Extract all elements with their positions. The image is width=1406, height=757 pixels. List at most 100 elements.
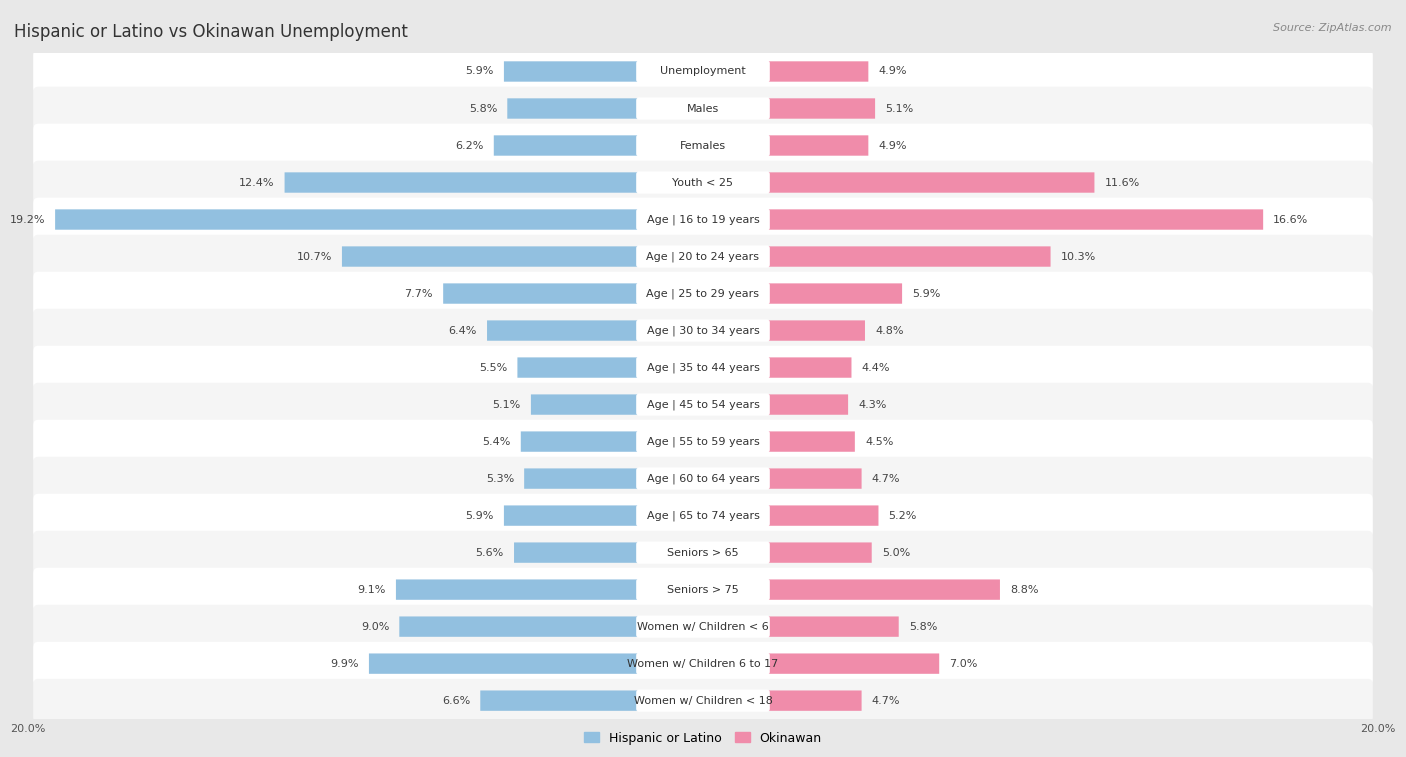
Text: 7.0%: 7.0% (949, 659, 977, 668)
FancyBboxPatch shape (503, 506, 703, 526)
Text: Hispanic or Latino vs Okinawan Unemployment: Hispanic or Latino vs Okinawan Unemploym… (14, 23, 408, 41)
FancyBboxPatch shape (636, 357, 770, 378)
Text: Age | 65 to 74 years: Age | 65 to 74 years (647, 510, 759, 521)
Text: Unemployment: Unemployment (661, 67, 745, 76)
Text: Age | 25 to 29 years: Age | 25 to 29 years (647, 288, 759, 299)
Legend: Hispanic or Latino, Okinawan: Hispanic or Latino, Okinawan (579, 727, 827, 749)
Text: 5.5%: 5.5% (479, 363, 508, 372)
FancyBboxPatch shape (520, 431, 703, 452)
FancyBboxPatch shape (34, 309, 1372, 353)
FancyBboxPatch shape (636, 690, 770, 712)
Text: 10.7%: 10.7% (297, 251, 332, 261)
Text: 5.1%: 5.1% (886, 104, 914, 114)
Text: 12.4%: 12.4% (239, 178, 274, 188)
FancyBboxPatch shape (34, 642, 1372, 686)
Text: 6.2%: 6.2% (456, 141, 484, 151)
Text: 6.6%: 6.6% (441, 696, 470, 706)
Text: Males: Males (688, 104, 718, 114)
Text: Women w/ Children < 6: Women w/ Children < 6 (637, 621, 769, 631)
FancyBboxPatch shape (508, 98, 703, 119)
Text: 16.6%: 16.6% (1274, 214, 1309, 225)
Text: 9.1%: 9.1% (357, 584, 385, 594)
FancyBboxPatch shape (636, 245, 770, 268)
Text: Age | 35 to 44 years: Age | 35 to 44 years (647, 363, 759, 372)
Text: Females: Females (681, 141, 725, 151)
FancyBboxPatch shape (34, 605, 1372, 649)
FancyBboxPatch shape (703, 357, 852, 378)
Text: Age | 55 to 59 years: Age | 55 to 59 years (647, 436, 759, 447)
Text: 5.9%: 5.9% (912, 288, 941, 298)
FancyBboxPatch shape (703, 616, 898, 637)
FancyBboxPatch shape (481, 690, 703, 711)
Text: Age | 20 to 24 years: Age | 20 to 24 years (647, 251, 759, 262)
Text: 5.2%: 5.2% (889, 511, 917, 521)
FancyBboxPatch shape (703, 579, 1000, 600)
FancyBboxPatch shape (703, 246, 1050, 266)
FancyBboxPatch shape (636, 171, 770, 194)
FancyBboxPatch shape (399, 616, 703, 637)
FancyBboxPatch shape (636, 282, 770, 304)
FancyBboxPatch shape (342, 246, 703, 266)
FancyBboxPatch shape (517, 357, 703, 378)
Text: 4.4%: 4.4% (862, 363, 890, 372)
FancyBboxPatch shape (34, 456, 1372, 500)
FancyBboxPatch shape (524, 469, 703, 489)
FancyBboxPatch shape (284, 173, 703, 193)
FancyBboxPatch shape (636, 135, 770, 157)
FancyBboxPatch shape (636, 98, 770, 120)
Text: 19.2%: 19.2% (10, 214, 45, 225)
FancyBboxPatch shape (396, 579, 703, 600)
FancyBboxPatch shape (703, 173, 1094, 193)
Text: 4.9%: 4.9% (879, 141, 907, 151)
FancyBboxPatch shape (503, 61, 703, 82)
FancyBboxPatch shape (494, 136, 703, 156)
FancyBboxPatch shape (515, 543, 703, 562)
Text: 5.3%: 5.3% (486, 474, 515, 484)
FancyBboxPatch shape (34, 50, 1372, 93)
Text: Age | 60 to 64 years: Age | 60 to 64 years (647, 473, 759, 484)
FancyBboxPatch shape (703, 283, 903, 304)
FancyBboxPatch shape (34, 419, 1372, 463)
Text: 10.3%: 10.3% (1060, 251, 1095, 261)
Text: Age | 45 to 54 years: Age | 45 to 54 years (647, 400, 759, 410)
Text: 9.9%: 9.9% (330, 659, 359, 668)
FancyBboxPatch shape (636, 394, 770, 416)
FancyBboxPatch shape (636, 541, 770, 564)
FancyBboxPatch shape (34, 568, 1372, 612)
FancyBboxPatch shape (55, 210, 703, 229)
FancyBboxPatch shape (34, 198, 1372, 241)
Text: Source: ZipAtlas.com: Source: ZipAtlas.com (1274, 23, 1392, 33)
Text: 5.1%: 5.1% (492, 400, 520, 410)
Text: Youth < 25: Youth < 25 (672, 178, 734, 188)
Text: 5.0%: 5.0% (882, 547, 910, 558)
Text: 5.4%: 5.4% (482, 437, 510, 447)
Text: Seniors > 75: Seniors > 75 (666, 584, 740, 594)
FancyBboxPatch shape (703, 136, 869, 156)
FancyBboxPatch shape (486, 320, 703, 341)
Text: 4.8%: 4.8% (875, 326, 904, 335)
FancyBboxPatch shape (34, 383, 1372, 426)
FancyBboxPatch shape (636, 615, 770, 637)
FancyBboxPatch shape (636, 468, 770, 490)
Text: 5.9%: 5.9% (465, 511, 494, 521)
FancyBboxPatch shape (703, 469, 862, 489)
FancyBboxPatch shape (368, 653, 703, 674)
FancyBboxPatch shape (703, 653, 939, 674)
FancyBboxPatch shape (34, 494, 1372, 537)
FancyBboxPatch shape (531, 394, 703, 415)
Text: 9.0%: 9.0% (361, 621, 389, 631)
Text: 4.9%: 4.9% (879, 67, 907, 76)
Text: Women w/ Children < 18: Women w/ Children < 18 (634, 696, 772, 706)
FancyBboxPatch shape (34, 272, 1372, 316)
FancyBboxPatch shape (636, 578, 770, 601)
FancyBboxPatch shape (636, 319, 770, 341)
FancyBboxPatch shape (636, 431, 770, 453)
FancyBboxPatch shape (34, 531, 1372, 575)
Text: 4.5%: 4.5% (865, 437, 893, 447)
FancyBboxPatch shape (443, 283, 703, 304)
FancyBboxPatch shape (703, 431, 855, 452)
FancyBboxPatch shape (34, 679, 1372, 722)
Text: 6.4%: 6.4% (449, 326, 477, 335)
Text: Age | 30 to 34 years: Age | 30 to 34 years (647, 326, 759, 336)
FancyBboxPatch shape (703, 690, 862, 711)
